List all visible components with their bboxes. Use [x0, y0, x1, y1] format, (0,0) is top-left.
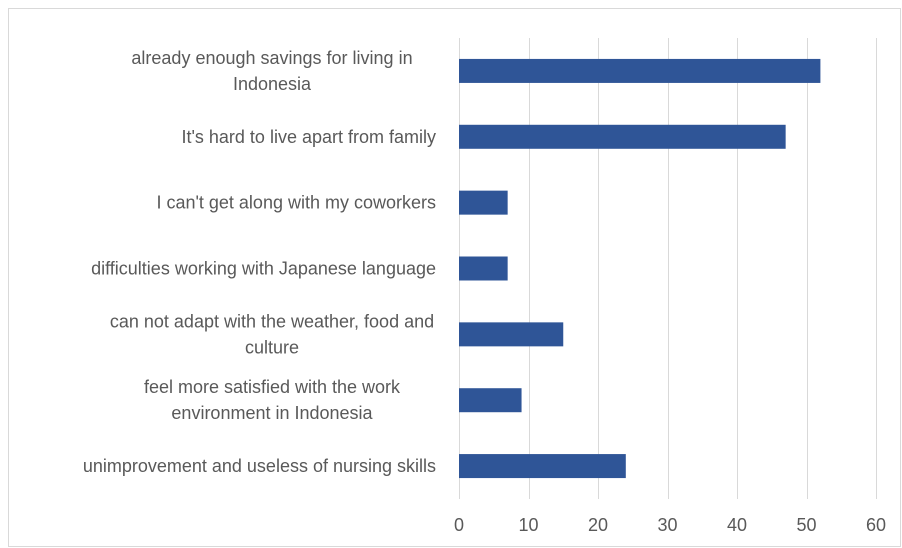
x-tick-labels: 0 10 20 30 40 50 60 — [454, 515, 886, 535]
bar — [459, 58, 821, 83]
category-label: feel more satisfied with the work environ… — [144, 377, 401, 423]
x-tick-label: 10 — [518, 515, 538, 535]
bar — [459, 256, 508, 281]
category-label: I can't get along with my coworkers — [156, 193, 436, 213]
gridlines — [459, 38, 877, 499]
x-tick-label: 20 — [588, 515, 608, 535]
x-tick-label: 40 — [727, 515, 747, 535]
category-label: already enough savings for living in Indo… — [131, 48, 412, 94]
x-tick-label: 50 — [796, 515, 816, 535]
bar — [459, 388, 522, 413]
bars — [459, 58, 821, 479]
category-label: It's hard to live apart from family — [181, 127, 436, 147]
category-labels: already enough savings for living in Indo… — [83, 48, 436, 476]
chart-area — [8, 8, 901, 547]
bar — [459, 322, 564, 347]
bar — [459, 124, 786, 149]
category-label: difficulties working with Japanese langu… — [91, 259, 436, 279]
bar — [459, 190, 508, 215]
bar — [459, 454, 626, 479]
x-tick-label: 60 — [866, 515, 886, 535]
x-tick-label: 30 — [657, 515, 677, 535]
x-tick-label: 0 — [454, 515, 464, 535]
category-label: unimprovement and useless of nursing ski… — [83, 456, 436, 476]
category-label: can not adapt with the weather, food and… — [110, 311, 434, 357]
